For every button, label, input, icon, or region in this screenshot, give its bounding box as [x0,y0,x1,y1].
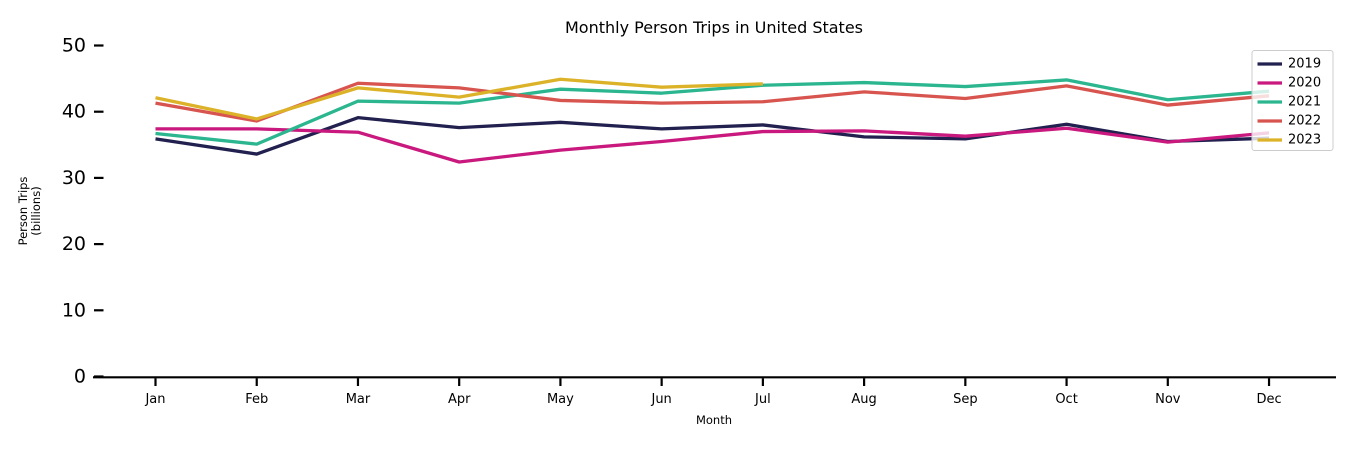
series-line-2023 [155,77,763,121]
x-tick-label: Feb [245,392,268,407]
chart-title: Monthly Person Trips in United States [565,18,863,37]
x-tick-label: Sep [953,392,978,407]
y-axis-label-line2: (billions) [29,186,43,235]
x-tick-label: Jan [144,392,165,407]
x-axis-label: Month [696,413,732,427]
x-tick-label: Aug [851,392,876,407]
legend-label: 2020 [1288,76,1321,91]
x-tick-label: Mar [346,392,371,407]
legend-item-2020: 2020 [1257,76,1321,91]
y-tick-label: 0 [74,366,86,388]
x-tick-label: Jul [754,392,771,407]
y-tick-label: 50 [62,35,86,57]
x-tick-label: Dec [1256,392,1281,407]
legend-label: 2023 [1288,133,1321,148]
legend-item-2019: 2019 [1257,57,1321,72]
legend-item-2022: 2022 [1257,114,1321,129]
y-tick-label: 20 [62,233,86,255]
series-line-2019 [155,116,1270,156]
legend: 2019 2020 2021 2022 2023 [1251,50,1334,151]
x-tick-label: Jun [650,392,671,407]
legend-label: 2022 [1288,114,1321,129]
legend-label: 2019 [1288,57,1321,72]
legend-label: 2021 [1288,95,1321,110]
legend-item-2023: 2023 [1257,133,1321,148]
x-tick-label: Nov [1155,392,1181,407]
y-tick-label: 40 [62,101,86,123]
series-line-2022 [155,81,1270,123]
y-tick-label: 10 [62,299,86,321]
legend-item-2021: 2021 [1257,95,1321,110]
y-tick-label: 30 [62,167,86,189]
x-tick-label: May [547,392,574,407]
series-line-2021 [155,78,1270,146]
y-axis-label-line1: Person Trips [16,177,30,246]
legend-box [1251,50,1334,151]
series-line-2020 [155,126,1270,164]
x-tick-label: Oct [1055,392,1077,407]
x-tick-label: Apr [448,392,471,407]
